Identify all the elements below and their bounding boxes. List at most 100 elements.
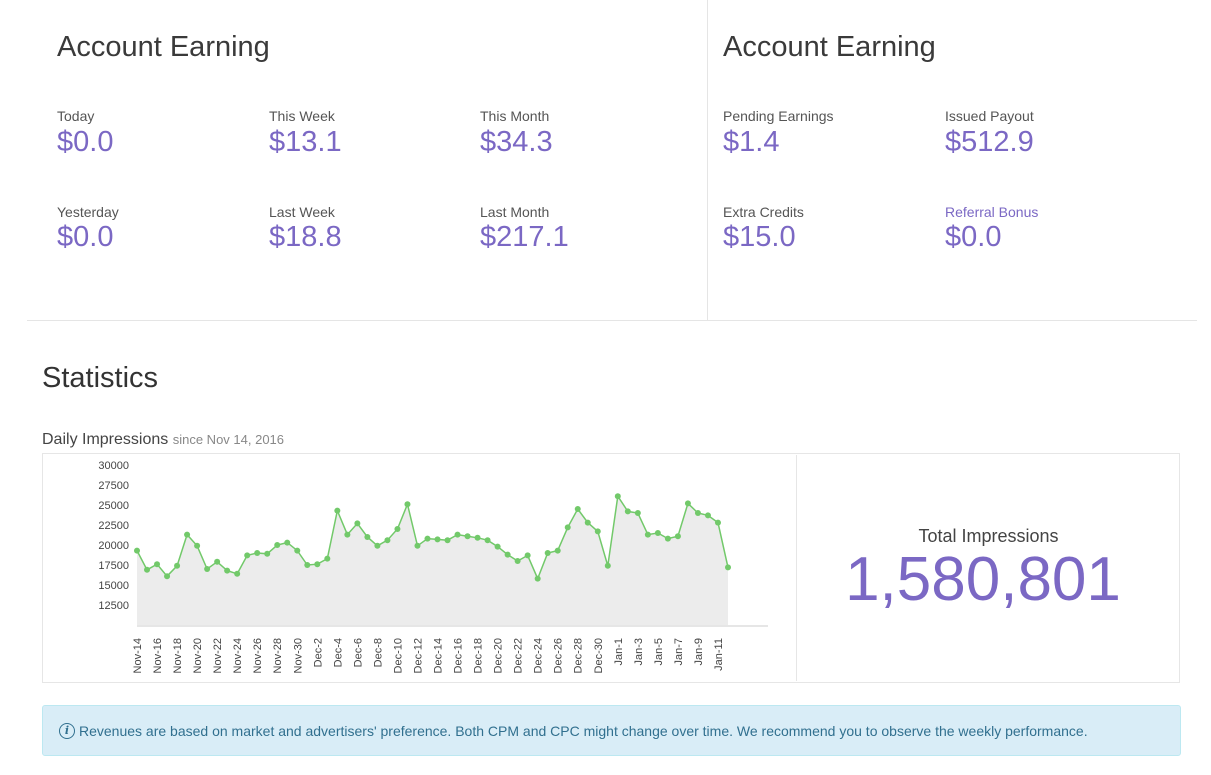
data-point[interactable] xyxy=(624,508,631,515)
data-point[interactable] xyxy=(434,536,441,543)
data-point[interactable] xyxy=(714,519,721,526)
chart-split-divider xyxy=(796,455,797,681)
data-point[interactable] xyxy=(524,552,531,559)
x-tick-label: Dec-4 xyxy=(332,638,344,667)
data-point[interactable] xyxy=(294,547,301,554)
data-point[interactable] xyxy=(484,537,491,544)
data-point[interactable] xyxy=(494,543,501,550)
impressions-area xyxy=(137,496,728,625)
data-point[interactable] xyxy=(444,537,451,544)
data-point[interactable] xyxy=(384,537,391,544)
y-tick-label: 15000 xyxy=(98,580,129,592)
data-point[interactable] xyxy=(174,562,181,569)
data-point[interactable] xyxy=(204,566,211,572)
data-point[interactable] xyxy=(694,510,701,516)
x-tick-label: Dec-18 xyxy=(473,638,485,673)
data-point[interactable] xyxy=(134,547,140,554)
data-point[interactable] xyxy=(704,512,711,519)
data-point[interactable] xyxy=(454,531,461,538)
data-point[interactable] xyxy=(514,558,521,564)
x-tick-label: Jan-5 xyxy=(653,638,665,666)
data-point[interactable] xyxy=(654,530,661,536)
data-point[interactable] xyxy=(534,575,541,582)
data-point[interactable] xyxy=(304,562,311,568)
x-tick-label: Nov-18 xyxy=(172,638,184,673)
x-tick-label: Dec-30 xyxy=(593,638,605,673)
total-impressions-label: Total Impressions xyxy=(918,526,1059,546)
data-point[interactable] xyxy=(544,550,551,556)
data-point[interactable] xyxy=(344,531,351,538)
data-point[interactable] xyxy=(424,535,431,542)
data-point[interactable] xyxy=(504,551,511,558)
data-point[interactable] xyxy=(394,526,401,532)
section-divider xyxy=(27,320,1197,321)
data-point[interactable] xyxy=(314,561,321,568)
x-tick-label: Nov-22 xyxy=(212,638,224,673)
data-point[interactable] xyxy=(374,542,381,549)
data-point[interactable] xyxy=(254,550,261,556)
stat-extra-credits-value: $15.0 xyxy=(723,221,796,253)
x-tick-label: Dec-24 xyxy=(533,638,545,673)
data-point[interactable] xyxy=(364,534,371,540)
data-point[interactable] xyxy=(234,570,241,577)
data-point[interactable] xyxy=(584,519,591,526)
stat-last-week-label: Last Week xyxy=(269,204,335,220)
data-point[interactable] xyxy=(474,534,481,541)
data-point[interactable] xyxy=(674,533,681,540)
data-point[interactable] xyxy=(604,562,611,569)
y-tick-label: 30000 xyxy=(98,460,129,472)
y-tick-label: 27500 xyxy=(98,480,129,492)
data-point[interactable] xyxy=(594,528,601,535)
x-tick-label: Nov-20 xyxy=(192,638,204,673)
stat-last-week-value: $18.8 xyxy=(269,221,342,253)
data-point[interactable] xyxy=(184,531,191,538)
chart-subheading: since Nov 14, 2016 xyxy=(172,432,285,447)
data-point[interactable] xyxy=(164,573,171,580)
x-axis: Nov-14 Nov-16 Nov-18 Nov-20 Nov-22 Nov-24 Nov-… xyxy=(132,625,768,673)
y-tick-label: 20000 xyxy=(98,540,129,552)
data-point[interactable] xyxy=(154,561,161,568)
data-point[interactable] xyxy=(464,533,471,540)
x-tick-label: Jan-9 xyxy=(693,638,705,666)
data-point[interactable] xyxy=(274,542,281,548)
stat-this-week-value: $13.1 xyxy=(269,126,342,158)
data-point[interactable] xyxy=(574,506,581,512)
data-point[interactable] xyxy=(564,524,571,531)
data-point[interactable] xyxy=(334,507,341,514)
referral-bonus-link[interactable]: Referral Bonus xyxy=(945,204,1039,220)
stat-last-month-value: $217.1 xyxy=(480,221,569,253)
x-tick-label: Nov-14 xyxy=(132,638,144,673)
x-tick-label: Dec-2 xyxy=(312,638,324,667)
data-point[interactable] xyxy=(634,510,641,516)
data-point[interactable] xyxy=(414,542,421,549)
revenue-notice-text: Revenues are based on market and adverti… xyxy=(79,722,1088,739)
data-point[interactable] xyxy=(684,500,691,507)
data-point[interactable] xyxy=(224,567,231,574)
data-point[interactable] xyxy=(194,542,201,549)
x-tick-label: Nov-24 xyxy=(232,638,244,673)
data-point[interactable] xyxy=(324,555,331,562)
data-point[interactable] xyxy=(614,493,621,500)
y-tick-label: 17500 xyxy=(98,560,129,572)
stat-this-month-value: $34.3 xyxy=(480,126,553,158)
x-tick-label: Nov-16 xyxy=(152,638,164,673)
data-point[interactable] xyxy=(214,558,221,565)
data-point[interactable] xyxy=(354,520,361,527)
earnings-left-title: Account Earning xyxy=(57,31,270,63)
data-point[interactable] xyxy=(644,531,651,538)
y-tick-label: 12500 xyxy=(98,600,129,612)
data-point[interactable] xyxy=(554,547,561,554)
y-tick-label: 22500 xyxy=(98,520,129,532)
data-point[interactable] xyxy=(284,539,291,546)
data-point[interactable] xyxy=(664,535,671,542)
info-icon: i xyxy=(59,722,75,739)
data-point[interactable] xyxy=(264,550,271,557)
x-tick-label: Dec-16 xyxy=(453,638,465,673)
y-tick-label: 25000 xyxy=(98,500,129,512)
data-point[interactable] xyxy=(244,552,251,559)
x-tick-label: Dec-20 xyxy=(493,638,505,673)
x-tick-label: Dec-12 xyxy=(412,638,424,673)
data-point[interactable] xyxy=(725,564,731,571)
data-point[interactable] xyxy=(404,501,411,508)
data-point[interactable] xyxy=(144,566,151,573)
